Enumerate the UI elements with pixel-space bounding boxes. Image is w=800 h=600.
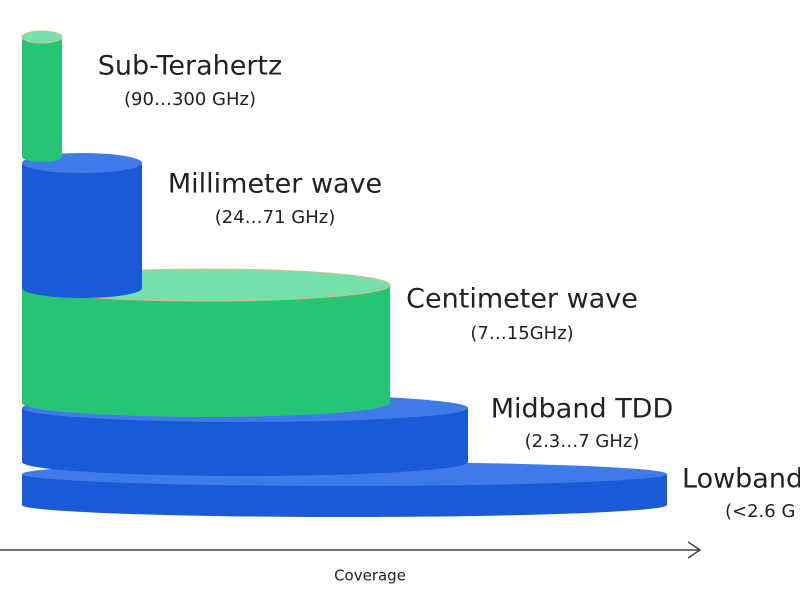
cylinder-body [22, 285, 390, 403]
band-range: (90…300 GHz) [124, 89, 256, 110]
band-name: Lowband [682, 464, 800, 495]
axis-arrowhead [687, 541, 702, 559]
band-name: Midband TDD [491, 394, 674, 425]
cylinder-body [22, 37, 62, 157]
sub-terahertz-layer [21, 30, 63, 162]
centimeter-layer [21, 268, 391, 417]
band-name: Sub-Terahertz [98, 51, 282, 82]
band-name: Millimeter wave [168, 169, 382, 200]
cylinder-top [21, 30, 63, 44]
band-range: (<2.6 G [725, 501, 795, 522]
millimeter-layer [22, 153, 142, 298]
band-range: (2.3…7 GHz) [525, 431, 640, 452]
band-range: (24…71 GHz) [215, 207, 336, 228]
band-name: Centimeter wave [406, 284, 638, 315]
axis-label: Coverage [334, 567, 406, 585]
cylinder-body [22, 163, 142, 288]
band-range: (7…15GHz) [470, 323, 573, 344]
